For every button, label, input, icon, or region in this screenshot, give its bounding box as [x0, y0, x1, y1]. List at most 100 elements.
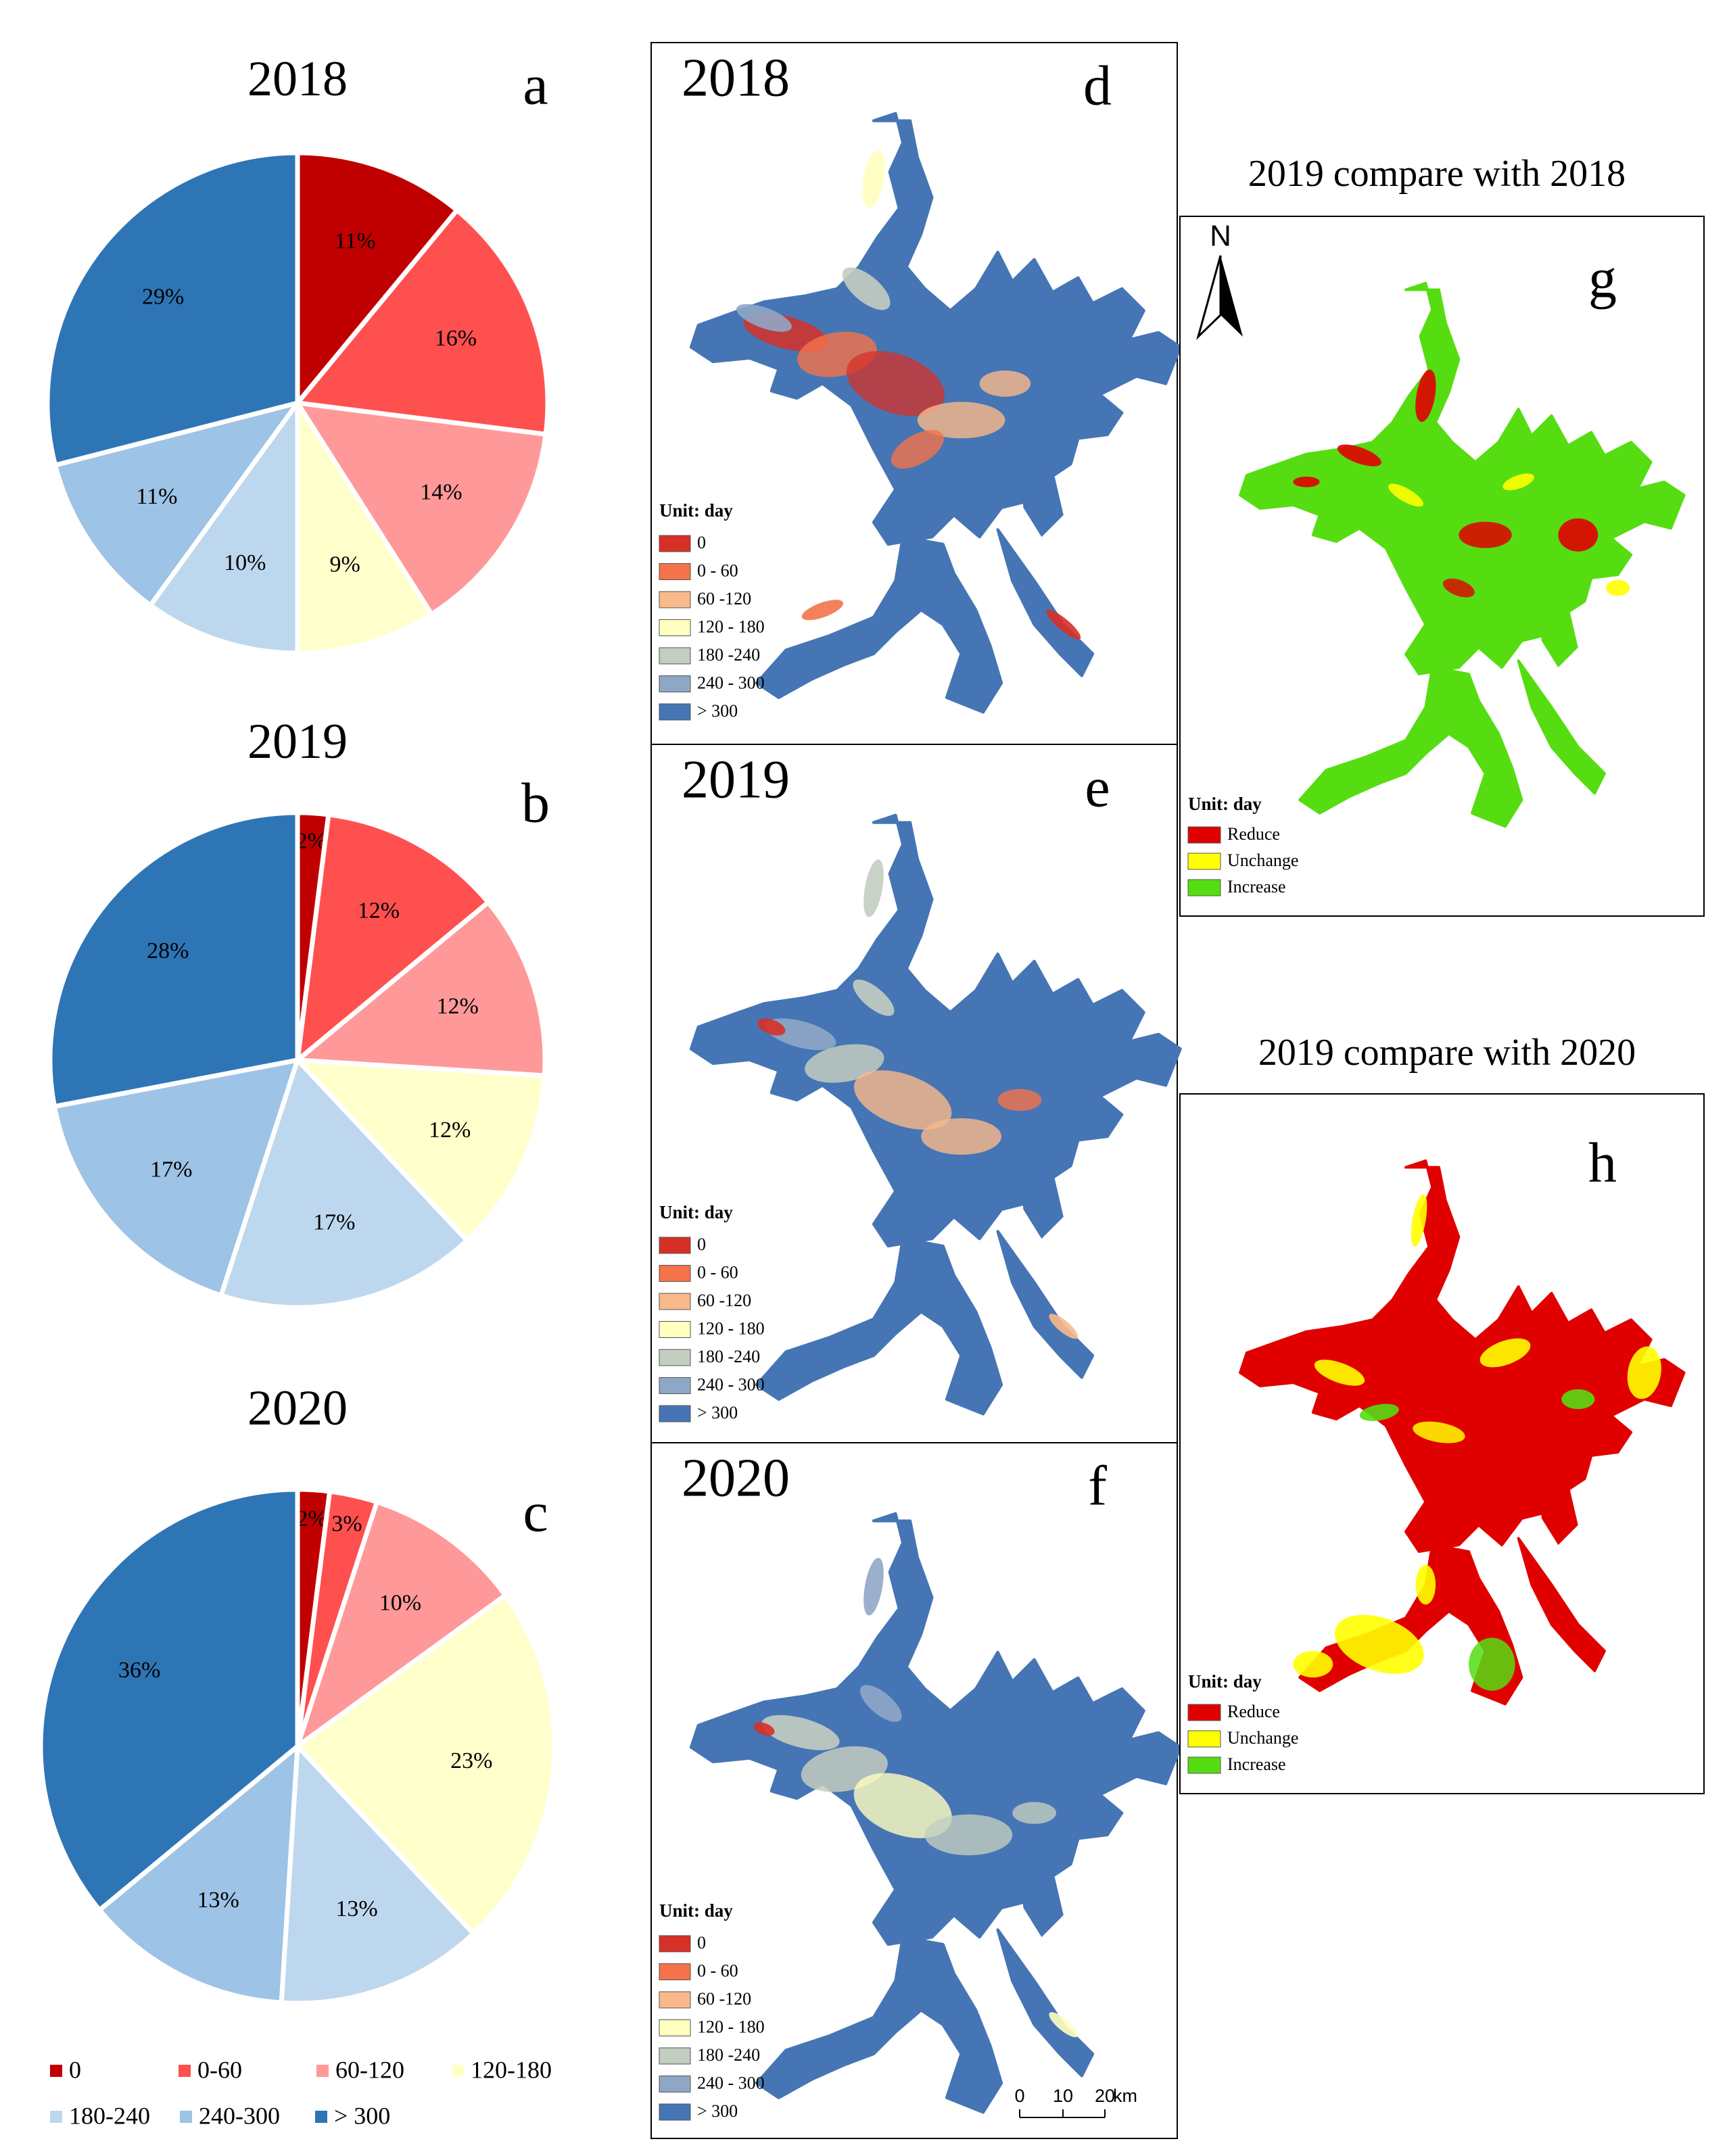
compare-legend-label-g-0: Reduce [1227, 824, 1280, 844]
map-legend-swatch-f-5 [659, 2076, 691, 2092]
pie-legend-label-0: 0 [69, 2056, 81, 2083]
pie-slice-c-2 [293, 1499, 509, 1753]
map-f-patch-7 [863, 1558, 884, 1616]
compare-legend-swatch-h-1 [1187, 1730, 1221, 1748]
map-legend-label-f-3: 120 - 180 [697, 2017, 765, 2036]
panel-letter-g: g [1588, 247, 1617, 310]
compare-legend-swatch-h-0 [1187, 1704, 1221, 1721]
pie-legend-swatch-2 [316, 2065, 329, 2077]
compare-legend-swatch-g-1 [1187, 853, 1221, 870]
map-year-f: 2020 [682, 1448, 790, 1508]
pie-slice-a-5 [52, 399, 304, 609]
compare-panel-g: 2019 compare with 2018 g Unit: day Reduce Un… [1179, 153, 1705, 917]
map-panel-e: 2019 e Unit: day 0 0 - 60 60 -120 120 - 180 180… [650, 744, 1182, 1443]
pie-legend-swatch-5 [180, 2111, 192, 2123]
map-legend-swatch-e-0 [659, 1237, 691, 1254]
pie-slice-c-5 [96, 1741, 301, 2005]
map-legend-label-f-2: 60 -120 [697, 1989, 751, 2009]
comparison-maps: 2019 compare with 2018 g Unit: day Reduce Un… [1179, 153, 1705, 1794]
lake-maps: 2018 d Unit: day 0 0 - 60 60 -120 120 - 180 180… [650, 42, 1182, 2139]
pie-legend-label-2: 60-120 [335, 2056, 404, 2083]
map-f-patch-2 [853, 1773, 952, 1838]
compare-legend-unit-g: Unit: day [1188, 794, 1262, 814]
map-legend-swatch-e-6 [659, 1405, 691, 1422]
pie-label-c-0: 2% [296, 1506, 327, 1531]
map-f-lake-part-1 [755, 1936, 1003, 2114]
pie-label-a-3: 9% [330, 552, 360, 577]
pie-legend-swatch-1 [179, 2065, 191, 2077]
panel-letter-f: f [1088, 1454, 1107, 1517]
map-f-patch-0 [761, 1715, 840, 1750]
pie-label-c-3: 23% [450, 1748, 492, 1773]
compare-title-g: 2019 compare with 2018 [1248, 153, 1626, 195]
scale-bar-label-0: 0 [1014, 2086, 1024, 2106]
map-d-patch-7 [979, 370, 1031, 397]
map-e-patch-3 [921, 1118, 1001, 1155]
map-legend-swatch-f-6 [659, 2103, 691, 2121]
map-legend-swatch-d-6 [659, 703, 691, 721]
map-d-lake-bay [1020, 464, 1064, 537]
pie-chart-c: 2020 c 2% 3% 10% 23% 13% 13% 36% [38, 1381, 557, 2006]
compare-h-lake [1239, 1159, 1686, 1706]
compare-h-patch-2 [1413, 1421, 1465, 1443]
panel-letter-a: a [523, 53, 548, 116]
map-year-d: 2018 [682, 48, 790, 107]
pie-chart-b: 2019 b 2% 12% 12% 12% 17% 17% 28% [47, 714, 550, 1310]
map-d-patch-6 [842, 267, 891, 310]
scale-bar-label-1: 10 [1053, 2086, 1073, 2106]
compare-legend-label-h-1: Unchange [1227, 1728, 1298, 1748]
map-legend-label-e-5: 240 - 300 [697, 1374, 765, 1394]
map-panel-d: 2018 d Unit: day 0 0 - 60 60 -120 120 - 180 180… [650, 42, 1182, 745]
panel-letter-c: c [523, 1481, 548, 1543]
compare-legend-swatch-g-2 [1187, 879, 1221, 896]
pie-legend-swatch-4 [50, 2111, 62, 2123]
map-legend-label-e-4: 180 -240 [697, 1347, 760, 1366]
map-e-patch-6 [997, 1088, 1042, 1111]
pie-label-b-1: 12% [358, 899, 400, 924]
map-legend-label-d-6: > 300 [697, 701, 738, 721]
pie-title-c: 2020 [247, 1381, 348, 1436]
compare-g-patch-7 [1605, 579, 1630, 596]
map-e-patch-7 [863, 859, 884, 917]
pie-label-a-2: 14% [420, 480, 462, 505]
map-legend-swatch-d-3 [659, 619, 691, 636]
panel-letter-h: h [1588, 1131, 1617, 1194]
pie-label-c-6: 36% [118, 1658, 160, 1683]
compare-h-patch-1 [1359, 1404, 1399, 1421]
compare-g-patch-4 [1388, 483, 1423, 507]
map-legend-swatch-d-2 [659, 591, 691, 608]
compare-h-lake-bay [1538, 1479, 1578, 1546]
map-e-patch-2 [853, 1070, 952, 1130]
map-f-patch-6 [1012, 1802, 1056, 1824]
compare-legend-unit-h: Unit: day [1188, 1671, 1262, 1692]
compare-g-patch-0 [1337, 444, 1381, 466]
compare-g-lake-part-1 [1298, 666, 1523, 828]
map-legend-label-f-0: 0 [697, 1933, 706, 1953]
pie-charts: 2018 a 11% 16% 14% 9% 10% 11% 29% 2019 b 2% 12% 12% 12… [38, 51, 557, 2006]
map-legend-swatch-e-1 [659, 1265, 691, 1282]
map-legend-swatch-e-2 [659, 1293, 691, 1310]
pie-slice-a-0 [295, 150, 460, 410]
map-legend-label-e-1: 0 - 60 [697, 1262, 738, 1282]
map-legend-unit-f: Unit: day [659, 1900, 733, 1921]
map-legend-label-e-0: 0 [697, 1235, 706, 1254]
map-e-patch-8 [1049, 1314, 1079, 1339]
map-legend-swatch-d-0 [659, 535, 691, 552]
compare-h-patch-9 [1415, 1564, 1436, 1605]
pie-slice-b-2 [291, 899, 548, 1078]
pie-slice-c-6 [38, 1487, 300, 1914]
map-legend-label-d-4: 180 -240 [697, 645, 760, 665]
compare-h-patch-6 [1334, 1614, 1424, 1674]
pie-slice-c-4 [279, 1740, 477, 2006]
compare-legend-swatch-g-0 [1187, 826, 1221, 844]
compare-h-patch-7 [1293, 1651, 1333, 1678]
compare-g-patch-3 [1415, 369, 1436, 423]
map-f-lake-part-2 [996, 1928, 1095, 2078]
north-arrow-right [1221, 256, 1243, 337]
map-legend-unit-d: Unit: day [659, 500, 733, 521]
compare-h-lake-part-2 [1517, 1537, 1606, 1673]
map-legend-swatch-f-3 [659, 2019, 691, 2036]
pie-label-b-5: 17% [150, 1157, 192, 1182]
compare-g-patch-6 [1293, 476, 1320, 487]
map-legend-swatch-e-3 [659, 1321, 691, 1338]
